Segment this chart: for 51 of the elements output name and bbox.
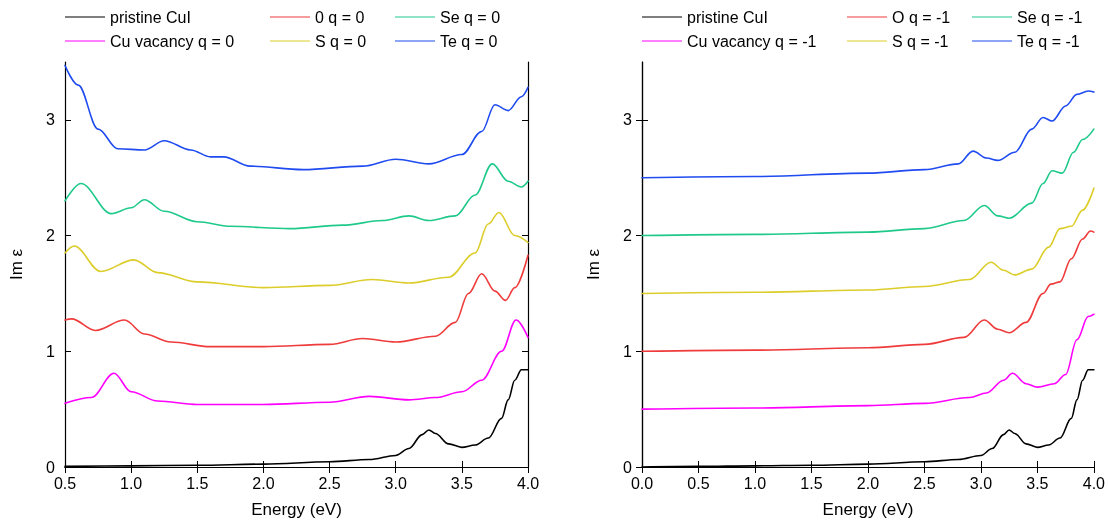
legend-label: 0 q = 0: [315, 8, 365, 26]
y-tick-label: 0: [46, 458, 56, 476]
legend-label: S q = -1: [892, 32, 949, 50]
y-tick-label: 3: [46, 111, 56, 129]
y-tick-label: 2: [46, 227, 56, 245]
x-tick-label: 0.0: [630, 474, 654, 492]
y-tick-label: 0: [623, 458, 633, 476]
x-tick-label: 3.0: [969, 474, 993, 492]
line-series: [64, 163, 529, 230]
x-tick-label: 2.5: [913, 474, 936, 492]
y-tick-label: 1: [623, 342, 633, 360]
legend-label: Cu vacancy q = 0: [110, 32, 235, 50]
x-tick-label: 4.0: [516, 474, 540, 492]
x-tick-label: 2.0: [856, 474, 880, 492]
x-tick-label: 2.0: [252, 474, 275, 492]
legend-label: Se q = 0: [440, 8, 501, 26]
line-series: [641, 230, 1095, 353]
x-tick-label: 2.5: [318, 474, 341, 492]
line-series: [64, 211, 529, 289]
x-tick-label: 0.5: [53, 474, 77, 492]
line-series: [641, 187, 1095, 295]
y-tick-label: 2: [623, 227, 633, 245]
x-tick-label: 0.5: [687, 474, 710, 492]
x-axis-title: Energy (eV): [251, 500, 342, 519]
y-axis-title: Im ε: [7, 248, 26, 281]
x-axis-title: Energy (eV): [822, 500, 914, 519]
legend-label: pristine CuI: [687, 8, 768, 26]
legend-label: Te q = 0: [440, 32, 498, 50]
y-axis-title: Im ε: [584, 248, 603, 281]
line-series: [64, 64, 529, 171]
x-tick-label: 1.0: [120, 474, 143, 492]
x-tick-label: 4.0: [1082, 474, 1106, 492]
line-series: [64, 254, 529, 348]
legend-label: Te q = -1: [1017, 32, 1080, 50]
line-series: [641, 90, 1095, 179]
legend-label: O q = -1: [892, 8, 951, 26]
line-series: [641, 128, 1095, 237]
y-tick-label: 1: [46, 342, 56, 360]
x-tick-label: 1.5: [800, 474, 823, 492]
x-tick-label: 3.0: [384, 474, 407, 492]
x-tick-label: 3.5: [1026, 474, 1049, 492]
legend-label: S q = 0: [315, 32, 367, 50]
x-tick-label: 1.5: [186, 474, 209, 492]
x-tick-label: 3.5: [450, 474, 474, 492]
line-series: [641, 313, 1095, 410]
legend-label: pristine CuI: [110, 8, 191, 26]
legend-label: Cu vacancy q = -1: [687, 32, 817, 50]
y-tick-label: 3: [623, 111, 633, 129]
legend-label: Se q = -1: [1017, 8, 1083, 26]
line-series: [64, 319, 529, 406]
x-tick-label: 1.0: [743, 474, 767, 492]
